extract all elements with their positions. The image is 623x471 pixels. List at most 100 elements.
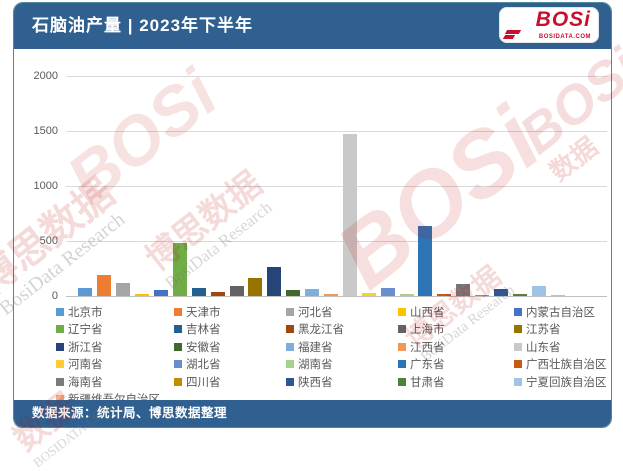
bosi-logo-text: BOSi — [535, 8, 591, 31]
bar-slot — [435, 76, 454, 296]
bar-内蒙古自治区 — [154, 290, 168, 296]
legend-label: 广东省 — [410, 359, 445, 372]
bar-slot — [265, 76, 284, 296]
legend-swatch-icon — [514, 325, 522, 334]
bar-slot — [548, 76, 567, 296]
legend-swatch-icon — [56, 377, 64, 386]
legend-label: 天津市 — [186, 306, 221, 319]
legend-item-福建省: 福建省 — [286, 339, 398, 355]
legend-item-河北省: 河北省 — [286, 304, 398, 320]
bar-福建省 — [305, 289, 320, 296]
bar-slot — [152, 76, 171, 296]
legend-swatch-icon — [286, 307, 294, 316]
legend-label: 内蒙古自治区 — [526, 306, 595, 319]
gridline-0 — [66, 296, 607, 297]
legend-swatch-icon — [286, 377, 294, 386]
legend-label: 黑龙江省 — [298, 324, 344, 337]
legend-swatch-icon — [174, 377, 182, 386]
legend-label: 宁夏回族自治区 — [526, 376, 607, 389]
bar-天津市 — [97, 275, 112, 296]
legend-item-安徽省: 安徽省 — [174, 339, 286, 355]
bar-吉林省 — [191, 288, 206, 296]
bar-slot — [529, 76, 548, 296]
legend-item-甘肃省: 甘肃省 — [398, 374, 514, 390]
legend-label: 安徽省 — [186, 341, 221, 354]
legend-label: 海南省 — [68, 376, 103, 389]
bar-河南省 — [361, 293, 376, 296]
bar-slot — [95, 76, 114, 296]
legend-label: 江苏省 — [526, 324, 561, 337]
legend-label: 上海市 — [410, 324, 445, 337]
bar-chart: 0 500 1000 1500 2000 — [14, 49, 611, 302]
bar-北京市 — [78, 288, 93, 296]
bar-江西省 — [324, 294, 339, 296]
legend-label: 山西省 — [410, 306, 445, 319]
bar-上海市 — [229, 286, 244, 296]
legend-swatch-icon — [398, 307, 406, 316]
legend-swatch-icon — [514, 307, 522, 316]
legend-label: 四川省 — [186, 376, 221, 389]
legend-swatch-icon — [398, 377, 406, 386]
legend-swatch-icon — [56, 395, 64, 404]
legend-label: 甘肃省 — [410, 376, 445, 389]
bar-slot — [114, 76, 133, 296]
bar-甘肃省 — [512, 294, 527, 296]
legend-item-河南省: 河南省 — [56, 356, 174, 372]
legend-swatch-icon — [174, 307, 182, 316]
bosi-logo-subtext: BOSIDATA.COM — [538, 34, 591, 40]
legend-swatch-icon — [286, 325, 294, 334]
bar-四川省 — [475, 295, 490, 296]
bar-slot — [492, 76, 511, 296]
legend-item-北京市: 北京市 — [56, 304, 174, 320]
legend-label: 辽宁省 — [68, 324, 103, 337]
bar-series — [76, 76, 567, 296]
bar-宁夏回族自治区 — [531, 286, 546, 296]
bar-slot — [397, 76, 416, 296]
bar-slot — [378, 76, 397, 296]
legend-item-广东省: 广东省 — [398, 356, 514, 372]
legend-swatch-icon — [174, 360, 182, 369]
bar-slot — [510, 76, 529, 296]
gridline-1500 — [66, 131, 607, 132]
legend-swatch-icon — [398, 342, 406, 351]
legend-label: 湖南省 — [298, 359, 333, 372]
legend-label: 北京市 — [68, 306, 103, 319]
bar-slot — [170, 76, 189, 296]
legend-item-宁夏回族自治区: 宁夏回族自治区 — [514, 374, 607, 390]
legend-swatch-icon — [56, 307, 64, 316]
y-tick-label: 500 — [39, 235, 58, 247]
title-bar: 石脑油产量 | 2023年下半年 BOSi BOSIDATA.COM — [14, 3, 611, 49]
legend-label: 陕西省 — [298, 376, 333, 389]
logo-stripe-icon — [502, 35, 516, 39]
source-bar: 数据来源：统计局、博思数据整理 — [14, 400, 611, 427]
legend-swatch-icon — [56, 360, 64, 369]
bar-slot — [303, 76, 322, 296]
y-tick-label: 2000 — [33, 70, 58, 82]
legend-item-湖南省: 湖南省 — [286, 356, 398, 372]
bar-slot — [76, 76, 95, 296]
bar-安徽省 — [286, 290, 301, 296]
bar-slot — [284, 76, 303, 296]
bar-湖北省 — [380, 288, 395, 296]
y-tick-label: 1500 — [33, 125, 58, 137]
legend: 北京市 天津市 河北省 山西省 内蒙古自治区 辽宁省 吉林省 黑龙江省 上海市 江苏省 浙江省 安徽省… — [56, 303, 607, 408]
bar-slot — [227, 76, 246, 296]
bar-slot — [359, 76, 378, 296]
legend-item-山西省: 山西省 — [398, 304, 514, 320]
legend-item-海南省: 海南省 — [56, 374, 174, 390]
bar-海南省 — [456, 284, 471, 296]
legend-item-广西壮族自治区: 广西壮族自治区 — [514, 356, 607, 372]
bar-slot — [473, 76, 492, 296]
bar-slot — [454, 76, 473, 296]
legend-swatch-icon — [398, 325, 406, 334]
legend-label: 广西壮族自治区 — [526, 359, 607, 372]
bar-河北省 — [116, 283, 131, 296]
chart-card: 石脑油产量 | 2023年下半年 BOSi BOSIDATA.COM 0 500 1… — [13, 2, 612, 428]
legend-label: 湖北省 — [186, 359, 221, 372]
legend-label: 江西省 — [410, 341, 445, 354]
legend-swatch-icon — [514, 342, 522, 351]
legend-swatch-icon — [174, 325, 182, 334]
legend-item-内蒙古自治区: 内蒙古自治区 — [514, 304, 607, 320]
gridline-500 — [66, 241, 607, 242]
